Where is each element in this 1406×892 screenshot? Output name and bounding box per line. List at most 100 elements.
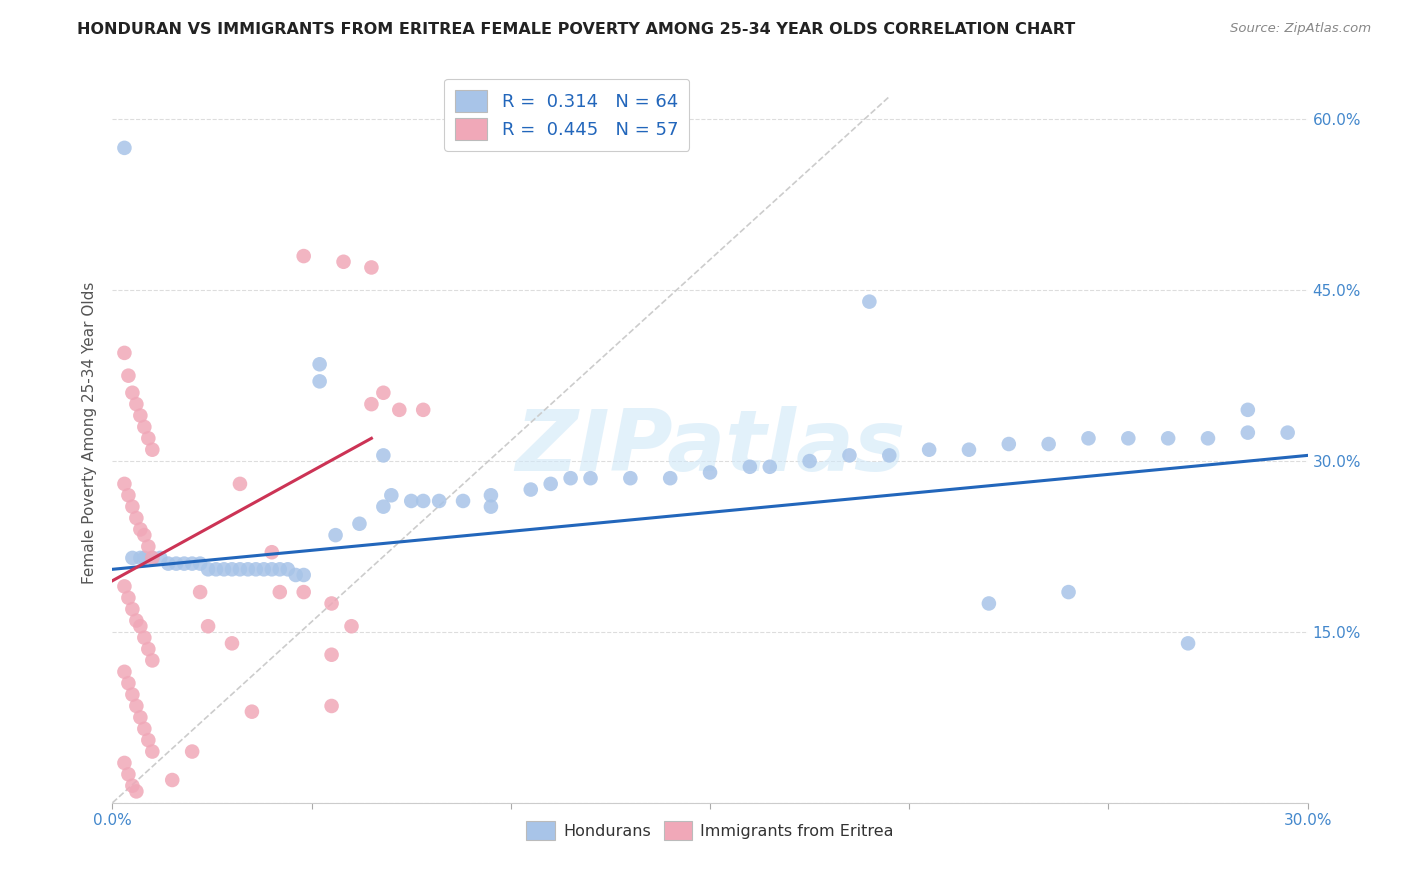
Point <box>173 557 195 571</box>
Point <box>121 550 143 565</box>
Point <box>918 442 941 457</box>
Point <box>236 562 259 576</box>
Point <box>129 409 152 423</box>
Point <box>121 385 143 400</box>
Point <box>188 557 211 571</box>
Point <box>349 516 371 531</box>
Point <box>240 705 263 719</box>
Point <box>221 636 243 650</box>
Point <box>149 550 172 565</box>
Point <box>141 745 163 759</box>
Point <box>129 619 152 633</box>
Point <box>114 579 135 593</box>
Point <box>188 585 211 599</box>
Point <box>253 562 276 576</box>
Point <box>138 733 160 747</box>
Point <box>977 597 1000 611</box>
Point <box>138 540 160 554</box>
Point <box>125 614 148 628</box>
Point <box>229 562 252 576</box>
Point <box>579 471 602 485</box>
Point <box>373 449 395 463</box>
Point <box>197 562 219 576</box>
Point <box>321 698 343 713</box>
Point <box>1237 425 1260 440</box>
Point <box>479 500 502 514</box>
Point <box>1077 431 1099 445</box>
Point <box>1057 585 1080 599</box>
Point <box>134 528 156 542</box>
Point <box>540 476 562 491</box>
Point <box>114 141 135 155</box>
Point <box>321 648 343 662</box>
Point <box>129 523 152 537</box>
Point <box>619 471 641 485</box>
Point <box>181 745 204 759</box>
Point <box>138 642 160 657</box>
Point <box>1237 402 1260 417</box>
Point <box>121 688 143 702</box>
Point <box>292 585 315 599</box>
Point <box>141 442 163 457</box>
Y-axis label: Female Poverty Among 25-34 Year Olds: Female Poverty Among 25-34 Year Olds <box>82 282 97 583</box>
Point <box>162 772 183 787</box>
Point <box>269 585 291 599</box>
Point <box>1277 425 1299 440</box>
Point <box>360 397 382 411</box>
Point <box>957 442 980 457</box>
Point <box>197 619 219 633</box>
Point <box>121 602 143 616</box>
Point <box>1157 431 1180 445</box>
Point <box>138 431 160 445</box>
Point <box>292 249 315 263</box>
Point <box>125 397 148 411</box>
Point <box>1177 636 1199 650</box>
Point <box>451 494 474 508</box>
Point <box>879 449 901 463</box>
Point <box>141 550 163 565</box>
Point <box>212 562 235 576</box>
Point <box>699 466 721 480</box>
Point <box>165 557 187 571</box>
Point <box>1197 431 1219 445</box>
Point <box>401 494 423 508</box>
Point <box>117 488 139 502</box>
Point <box>141 653 163 667</box>
Point <box>260 562 283 576</box>
Point <box>308 375 330 389</box>
Point <box>125 784 148 798</box>
Point <box>738 459 761 474</box>
Point <box>117 591 139 605</box>
Point <box>332 254 354 268</box>
Point <box>325 528 347 542</box>
Point <box>181 557 204 571</box>
Point <box>560 471 582 485</box>
Point <box>1038 437 1060 451</box>
Point <box>284 568 307 582</box>
Text: Source: ZipAtlas.com: Source: ZipAtlas.com <box>1230 22 1371 36</box>
Point <box>340 619 363 633</box>
Point <box>125 511 148 525</box>
Point <box>799 454 821 468</box>
Point <box>427 494 450 508</box>
Point <box>269 562 291 576</box>
Point <box>129 550 152 565</box>
Point <box>245 562 267 576</box>
Point <box>117 368 139 383</box>
Point <box>360 260 382 275</box>
Point <box>380 488 402 502</box>
Point <box>292 568 315 582</box>
Point <box>114 756 135 770</box>
Point <box>659 471 682 485</box>
Point <box>141 550 163 565</box>
Point <box>121 500 143 514</box>
Point <box>479 488 502 502</box>
Point <box>229 476 252 491</box>
Point <box>157 557 180 571</box>
Point <box>117 767 139 781</box>
Point <box>134 550 156 565</box>
Point <box>134 722 156 736</box>
Point <box>412 402 434 417</box>
Point <box>308 357 330 371</box>
Point <box>134 420 156 434</box>
